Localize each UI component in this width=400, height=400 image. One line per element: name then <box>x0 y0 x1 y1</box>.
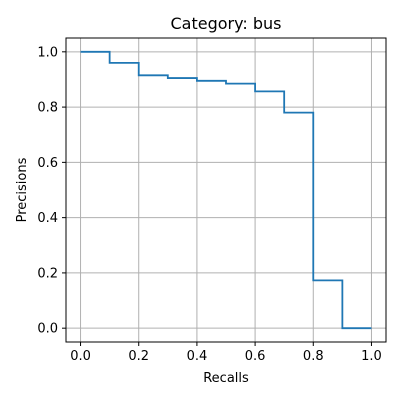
ticks: 0.0 0.2 0.4 0.6 0.8 1.0 0.0 0.2 0.4 0.6 0.8 1.0 <box>37 45 381 364</box>
y-tick-label: 0.4 <box>37 211 58 226</box>
x-tick-label: 0.0 <box>70 349 91 364</box>
y-tick-label: 0.6 <box>37 156 58 171</box>
x-tick-label: 0.2 <box>128 349 149 364</box>
series-layer <box>80 50 372 330</box>
axes-frame <box>65 37 387 343</box>
x-axis-label: Recalls <box>203 371 249 386</box>
y-tick-label: 0.2 <box>37 266 58 281</box>
x-tick-label: 0.4 <box>187 349 208 364</box>
y-tick-label: 0.0 <box>37 322 58 337</box>
y-axis-label: Precisions <box>15 157 30 222</box>
y-tick-label: 1.0 <box>37 45 58 60</box>
x-tick-label: 1.0 <box>361 349 382 364</box>
pr-step-line <box>80 50 372 330</box>
chart-title: Category: bus <box>170 14 281 33</box>
y-tick-label: 0.8 <box>37 101 58 116</box>
x-tick-label: 0.8 <box>303 349 324 364</box>
x-tick-label: 0.6 <box>245 349 266 364</box>
